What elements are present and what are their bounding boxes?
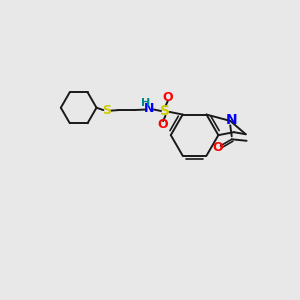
Text: S: S xyxy=(160,104,170,118)
Text: O: O xyxy=(163,91,173,104)
Text: N: N xyxy=(226,113,237,127)
Text: S: S xyxy=(102,104,111,117)
Text: O: O xyxy=(158,118,168,131)
Text: N: N xyxy=(144,102,154,115)
Text: H: H xyxy=(141,98,151,108)
Text: O: O xyxy=(213,141,224,154)
